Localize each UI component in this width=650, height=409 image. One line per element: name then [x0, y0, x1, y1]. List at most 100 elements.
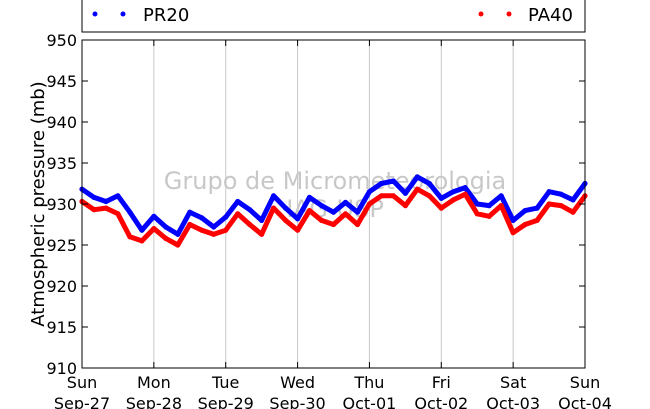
x-tick-label-date: Oct-02	[414, 394, 468, 409]
data-point-pa40	[438, 205, 444, 211]
data-point-pr20	[235, 198, 241, 205]
y-tick-label: 930	[46, 195, 77, 214]
x-tick-label-date: Oct-03	[486, 394, 540, 409]
x-tick-label-day: Mon	[137, 373, 171, 392]
legend-marker-pr20	[92, 11, 98, 17]
x-tick-label-date: Oct-01	[343, 394, 397, 409]
x-tick-label-date: Sep-30	[269, 394, 325, 409]
data-point-pa40	[151, 226, 157, 232]
data-point-pa40	[247, 221, 253, 228]
x-tick-label-day: Sat	[500, 373, 526, 392]
data-point-pa40	[115, 211, 121, 217]
data-point-pa40	[546, 201, 552, 207]
y-tick-label: 935	[46, 154, 77, 173]
data-point-pa40	[342, 211, 349, 217]
data-point-pr20	[127, 209, 133, 215]
data-point-pr20	[354, 209, 361, 215]
data-point-pr20	[438, 195, 444, 201]
data-point-pr20	[486, 203, 492, 209]
x-tick-label-day: Sun	[570, 373, 600, 392]
data-point-pr20	[283, 205, 289, 211]
data-point-pr20	[450, 189, 456, 195]
data-point-pa40	[570, 209, 576, 215]
data-point-pa40	[354, 221, 361, 228]
legend-marker-pr20	[120, 11, 126, 17]
data-point-pr20	[259, 217, 265, 223]
data-point-pa40	[127, 234, 133, 240]
data-point-pa40	[306, 208, 313, 214]
y-tick-label: 940	[46, 113, 77, 132]
data-point-pr20	[211, 224, 217, 230]
data-point-pa40	[390, 193, 396, 199]
data-point-pr20	[115, 193, 121, 199]
data-point-pa40	[378, 193, 384, 199]
data-point-pr20	[402, 190, 408, 196]
data-point-pa40	[414, 186, 420, 192]
data-point-pa40	[450, 197, 456, 203]
data-point-pr20	[546, 189, 552, 195]
y-tick-label: 920	[46, 277, 77, 296]
data-point-pa40	[235, 211, 241, 217]
data-point-pr20	[474, 201, 480, 207]
x-tick-label-date: Sep-27	[54, 394, 110, 409]
x-tick-label-date: Oct-04	[558, 394, 612, 409]
legend-marker-pa40	[478, 11, 484, 17]
data-point-pr20	[295, 216, 301, 222]
data-point-pr20	[426, 180, 432, 187]
data-point-pr20	[534, 205, 540, 211]
data-point-pr20	[103, 198, 109, 205]
data-point-pa40	[271, 205, 277, 211]
data-point-pr20	[91, 194, 97, 200]
y-tick-label: 915	[46, 318, 77, 337]
y-tick-label: 925	[46, 236, 77, 255]
data-point-pa40	[534, 217, 540, 223]
legend-label-pa40: PA40	[528, 5, 573, 26]
data-point-pa40	[175, 242, 181, 248]
data-point-pa40	[330, 221, 337, 228]
data-point-pr20	[558, 191, 564, 197]
x-tick-label-day: Thu	[353, 373, 384, 392]
y-tick-label: 910	[46, 359, 77, 378]
data-point-pa40	[474, 211, 480, 217]
data-point-pr20	[271, 193, 277, 199]
y-tick-label: 945	[46, 72, 77, 91]
y-axis-label: Atmospheric pressure (mb)	[28, 81, 49, 326]
data-point-pr20	[139, 227, 145, 233]
legend: PR20 PA40	[81, 0, 586, 33]
x-tick-label-day: Sun	[67, 373, 97, 392]
data-point-pa40	[558, 203, 564, 209]
data-point-pr20	[163, 224, 169, 230]
x-tick-label-date: Sep-29	[198, 394, 254, 409]
data-point-pa40	[163, 235, 169, 241]
data-point-pr20	[247, 207, 253, 213]
data-point-pa40	[91, 207, 97, 213]
data-point-pa40	[223, 227, 229, 233]
watermark: Grupo de Micrometeorologia IAG-USP	[164, 167, 506, 223]
legend-frame	[81, 0, 586, 33]
data-point-pa40	[295, 227, 301, 233]
data-point-pr20	[522, 208, 528, 214]
legend-entry-pr20: PR20	[92, 5, 189, 26]
data-point-pr20	[570, 197, 576, 203]
legend-entry-pa40: PA40	[478, 5, 573, 26]
data-point-pr20	[462, 185, 468, 191]
data-point-pa40	[103, 205, 109, 211]
data-point-pr20	[330, 209, 337, 215]
data-point-pr20	[498, 193, 504, 199]
data-point-pa40	[283, 217, 289, 223]
data-point-pr20	[223, 214, 229, 220]
x-tick-label-day: Tue	[211, 373, 239, 392]
data-point-pa40	[462, 191, 468, 197]
data-point-pr20	[318, 203, 325, 209]
data-point-pa40	[402, 203, 408, 209]
legend-marker-pa40	[506, 11, 512, 17]
y-axis: 910 915 920 925 930 935 940 945 950	[46, 31, 585, 378]
data-point-pa40	[139, 238, 145, 244]
data-point-pa40	[426, 193, 432, 199]
watermark-line-1: Grupo de Micrometeorologia	[164, 167, 506, 195]
series-layer	[79, 174, 588, 248]
data-point-pr20	[199, 215, 205, 221]
data-point-pa40	[486, 213, 492, 219]
y-tick-label: 950	[46, 31, 77, 50]
data-point-pr20	[342, 199, 349, 205]
